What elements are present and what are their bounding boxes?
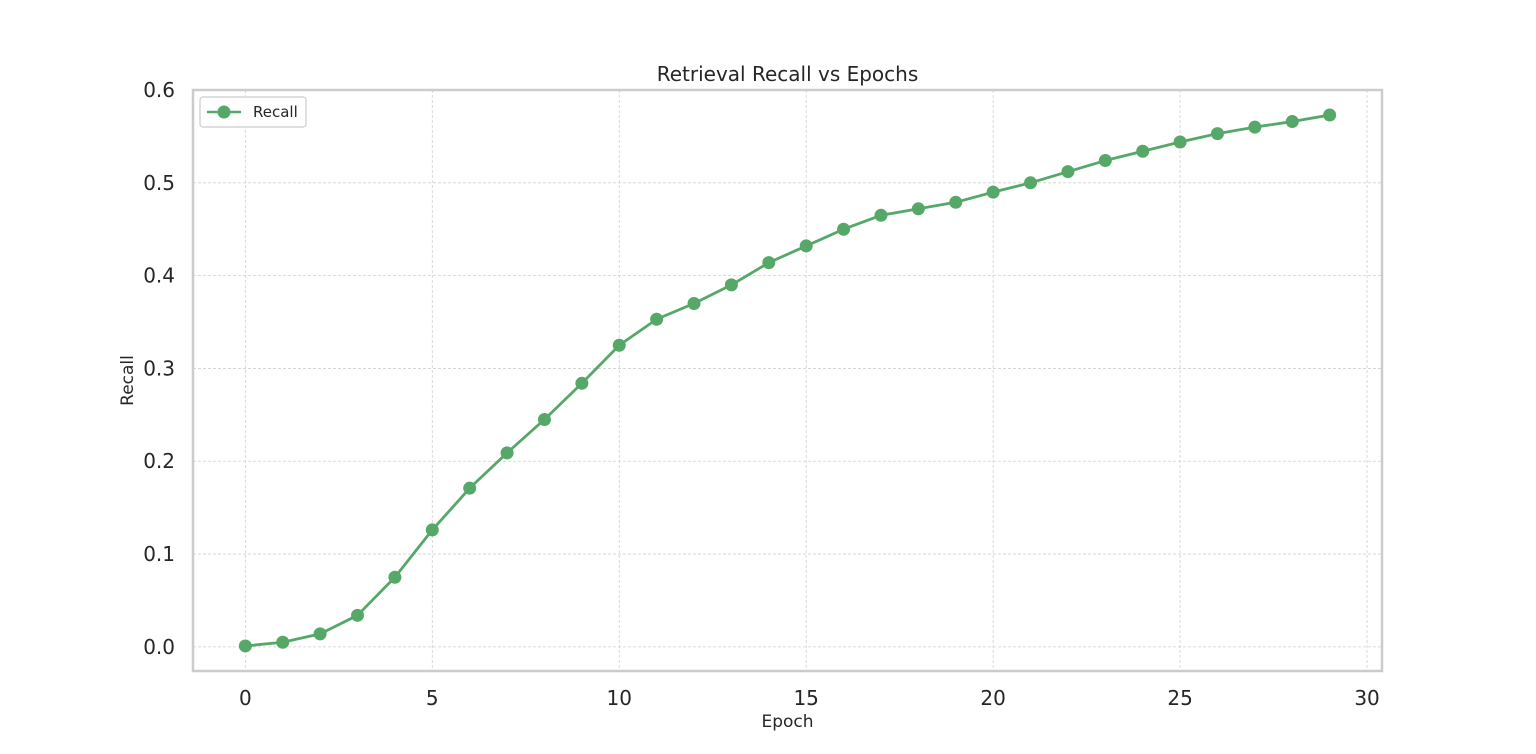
data-point: [911, 202, 925, 216]
data-point: [1024, 176, 1038, 190]
data-point: [238, 639, 252, 653]
x-tick-label: 5: [426, 686, 439, 710]
data-point: [313, 627, 327, 641]
data-point: [1173, 135, 1187, 149]
x-tick-label: 15: [793, 686, 818, 710]
data-point: [799, 239, 813, 253]
y-tick-label: 0.1: [143, 542, 175, 566]
y-tick-label: 0.5: [143, 171, 175, 195]
data-point: [1098, 154, 1112, 168]
x-tick-label: 25: [1167, 686, 1192, 710]
data-point: [1136, 144, 1150, 158]
series: [238, 108, 1337, 653]
data-point: [575, 376, 589, 390]
data-point: [276, 635, 290, 649]
y-tick-label: 0.6: [143, 78, 175, 102]
legend-label: Recall: [253, 103, 298, 121]
data-point: [612, 338, 626, 352]
data-point: [1210, 127, 1224, 141]
grid: [193, 89, 1382, 671]
data-point: [1323, 108, 1337, 122]
x-tick-label: 10: [607, 686, 632, 710]
y-axis-label: Recall: [118, 355, 138, 406]
data-point: [500, 446, 514, 460]
data-point: [388, 570, 402, 584]
data-point: [1285, 115, 1299, 129]
legend: Recall: [199, 96, 307, 128]
y-tick-label: 0.2: [143, 449, 175, 473]
data-point: [1061, 165, 1075, 179]
data-point: [837, 222, 851, 236]
data-point: [463, 481, 477, 495]
legend-marker-swatch: [217, 105, 231, 119]
data-point: [724, 278, 738, 292]
data-point: [351, 608, 365, 622]
y-tick-label: 0.4: [143, 264, 175, 288]
y-tick-label: 0.3: [143, 356, 175, 380]
data-point: [650, 312, 664, 326]
data-point: [874, 208, 888, 222]
legend-box: [199, 96, 307, 128]
data-point: [425, 523, 439, 537]
data-point: [537, 412, 551, 426]
data-point: [762, 256, 776, 270]
data-point: [1248, 120, 1262, 134]
x-tick-labels: 0 5 10 15 20 25 30: [239, 686, 1380, 710]
x-axis-label: Epoch: [761, 712, 813, 732]
series-line: [245, 113, 1330, 648]
x-tick-label: 20: [980, 686, 1005, 710]
chart-title: Retrieval Recall vs Epochs: [657, 62, 919, 86]
y-tick-labels: 0.0 0.1 0.2 0.3 0.4 0.5 0.6: [143, 78, 175, 659]
data-point: [949, 195, 963, 209]
data-point: [986, 185, 1000, 199]
plot-frame: [191, 88, 1384, 673]
y-tick-label: 0.0: [143, 635, 175, 659]
data-point: [687, 296, 701, 310]
x-tick-label: 0: [239, 686, 252, 710]
x-tick-label: 30: [1354, 686, 1379, 710]
